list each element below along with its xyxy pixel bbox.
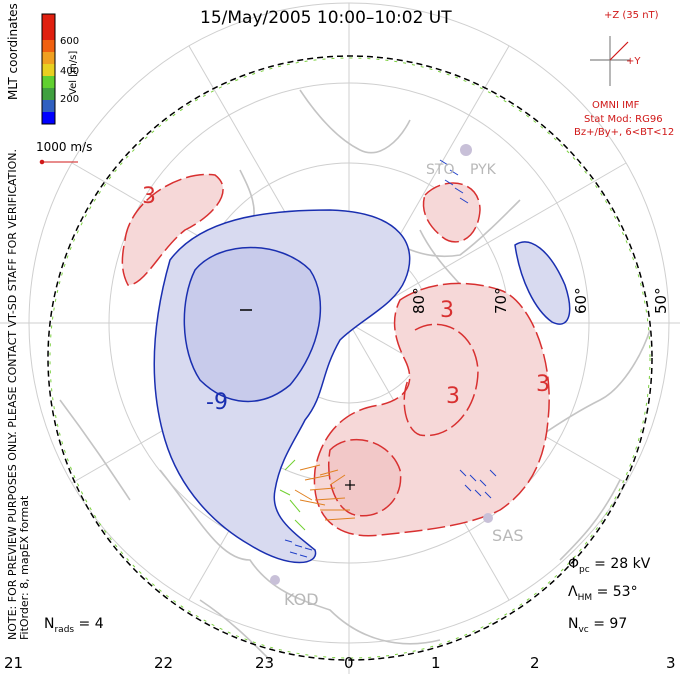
mlt-label-22: 22 [154, 654, 173, 672]
map-title: 15/May/2005 10:00–10:02 UT [200, 8, 452, 28]
contour-label-3b: 3 [440, 298, 454, 323]
lambda-hm-value: 53° [613, 584, 638, 600]
mlt-label-1: 1 [431, 654, 441, 672]
imf-source: OMNI IMF [592, 100, 639, 111]
imf-y-label: +Y [626, 56, 641, 67]
imf-z-label: +Z (35 nT) [604, 10, 659, 21]
mlt-label-21: 21 [4, 654, 23, 672]
n-vc-value: 97 [609, 616, 627, 632]
colorbar [42, 14, 55, 124]
colorbar-tick-600: 600 [60, 36, 79, 47]
lat-label-80: 80° [410, 287, 428, 314]
stat-phi-pc: Φpc = 28 kV [568, 556, 650, 575]
stat-mod: Stat Mod: RG96 [584, 114, 663, 125]
imf-dial [590, 36, 630, 86]
lat-label-50: 50° [652, 287, 670, 314]
station-pyk: PYK [470, 162, 496, 178]
phi-pc-value: 28 kV [610, 556, 650, 572]
imf-bins: Bz+/By+, 6<BT<12 [574, 127, 674, 138]
stat-n-rads: Nrads = 4 [44, 616, 104, 635]
station-sto: STO [426, 162, 454, 178]
colorbar-tick-200: 200 [60, 94, 79, 105]
mlt-label-2: 2 [530, 654, 540, 672]
station-sas: SAS [492, 526, 524, 545]
nvc-symbol: Nvc = [568, 616, 609, 632]
stat-n-vc: Nvc = 97 [568, 616, 627, 635]
contour-label-neg9: -9 [206, 390, 228, 415]
colorbar-label: Vel [m/s] [68, 51, 79, 95]
lat-label-70: 70° [492, 287, 510, 314]
contour-label-3a: 3 [142, 184, 156, 209]
station-kod: KOD [284, 590, 319, 609]
contour-label-3d: 3 [446, 384, 460, 409]
nrads-symbol: Nrads = [44, 616, 95, 632]
phi-symbol: Φpc = [568, 556, 610, 572]
mlt-label-0: 0 [344, 654, 354, 672]
mlt-label-23: 23 [255, 654, 274, 672]
lambda-symbol: ΛHM = [568, 584, 613, 600]
coord-label: MLT coordinates [6, 3, 20, 100]
heppner-maynard-boundary [48, 56, 652, 660]
n-rads-value: 4 [95, 616, 104, 632]
mlt-label-3: 3 [666, 654, 676, 672]
fit-order: FitOrder: 8, mapEX format [18, 496, 31, 640]
lat-label-60: 60° [572, 287, 590, 314]
scale-label: 1000 m/s [36, 140, 92, 154]
contour-label-3c: 3 [536, 372, 550, 397]
stat-lambda-hm: ΛHM = 53° [568, 584, 638, 603]
